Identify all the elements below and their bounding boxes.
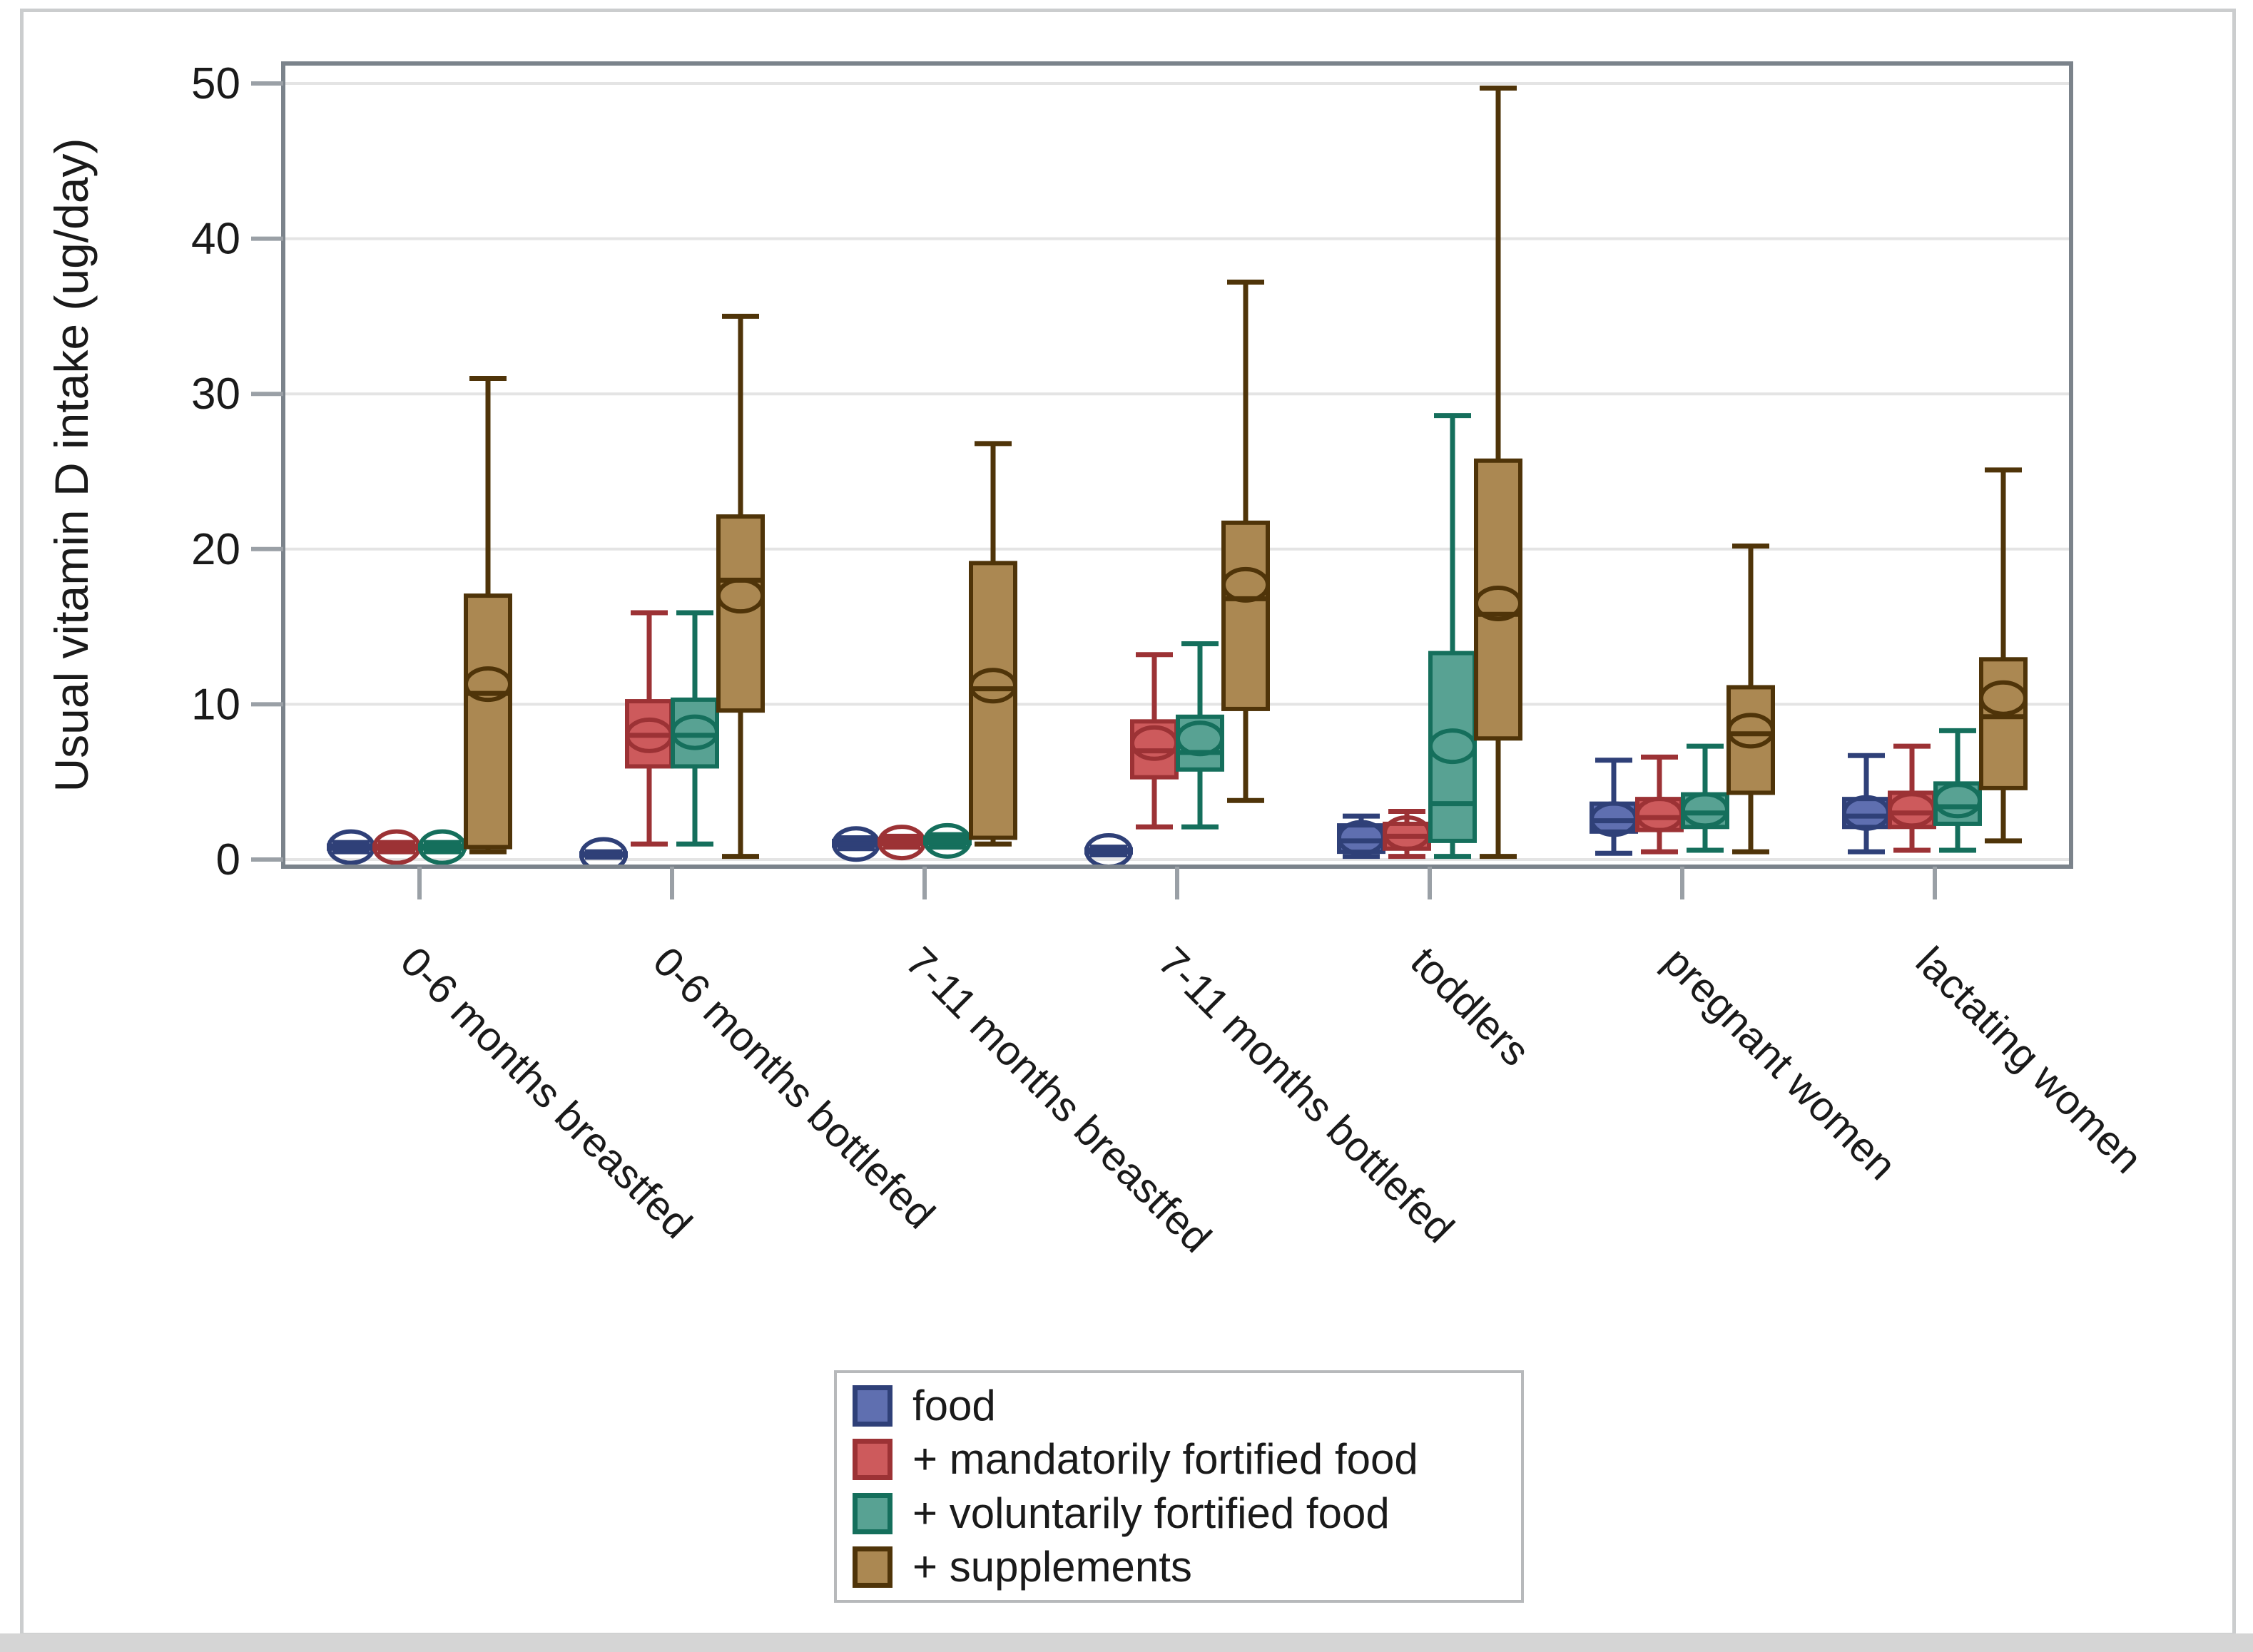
series-food xyxy=(327,753,1891,867)
y-tick-label-30: 30 xyxy=(191,369,240,419)
mean-marker xyxy=(1176,720,1224,757)
mean-marker xyxy=(671,714,719,750)
legend-item-mandatorily-fortified: + mandatorily fortified food xyxy=(853,1434,1521,1485)
legend-item-voluntarily-fortified: + voluntarily fortified food xyxy=(853,1488,1521,1539)
mean-marker xyxy=(1428,728,1477,765)
y-tick-label-50: 50 xyxy=(191,59,240,108)
legend-label: + mandatorily fortified food xyxy=(912,1435,1418,1484)
bottom-strip xyxy=(0,1633,2253,1652)
box-6 xyxy=(1842,753,1891,855)
box-series-layer xyxy=(327,86,2028,867)
box-5 xyxy=(1681,743,1729,853)
mean-marker xyxy=(716,578,765,614)
legend-label: + voluntarily fortified food xyxy=(912,1489,1390,1537)
mean-marker xyxy=(464,666,512,703)
legend-item-food: food xyxy=(853,1380,1521,1432)
mean-marker xyxy=(579,837,628,867)
box-1 xyxy=(625,610,673,847)
x-category-label-6: lactating women xyxy=(1907,938,2151,1182)
mean-marker xyxy=(1979,680,2028,716)
box-5 xyxy=(1635,754,1684,855)
y-tick-label-40: 40 xyxy=(191,215,240,264)
mean-marker xyxy=(1221,566,1270,603)
legend-swatch-mandatorily-fortified xyxy=(853,1439,892,1481)
y-axis: 0 10 20 30 40 50 xyxy=(191,59,283,884)
box-0 xyxy=(418,829,467,865)
iqr-box xyxy=(1428,651,1477,843)
legend-swatch-voluntarily-fortified xyxy=(853,1492,892,1534)
legend-swatch-food xyxy=(853,1385,892,1427)
iqr-box xyxy=(1979,657,2028,790)
box-6 xyxy=(1888,743,1936,853)
iqr-box xyxy=(1474,458,1522,741)
y-axis-title: Usual vitamin D intake (ug/day) xyxy=(45,138,98,792)
y-tick-label-20: 20 xyxy=(191,525,240,574)
box-4 xyxy=(1337,813,1385,860)
box-2 xyxy=(923,822,972,859)
box-1 xyxy=(671,610,719,847)
x-category-label-1: 0-6 months bottlefed xyxy=(644,938,944,1238)
legend-item-supplements: + supplements xyxy=(853,1541,1521,1593)
legend-label: + supplements xyxy=(912,1543,1192,1591)
iqr-box xyxy=(716,514,765,713)
gridlines xyxy=(283,82,2071,861)
mean-marker xyxy=(1933,782,1982,819)
x-category-label-0: 0-6 months breastfed xyxy=(392,938,701,1248)
box-6 xyxy=(1979,467,2028,844)
box-3 xyxy=(1130,652,1179,830)
x-category-label-5: pregnant women xyxy=(1654,938,1905,1188)
box-2 xyxy=(969,441,1017,847)
mean-marker xyxy=(969,668,1017,704)
iqr-box xyxy=(464,593,512,850)
iqr-box xyxy=(1221,520,1270,711)
box-1 xyxy=(716,313,765,860)
box-5 xyxy=(1726,543,1775,855)
box-4 xyxy=(1428,413,1477,860)
box-6 xyxy=(1933,728,1982,853)
x-category-label-4: toddlers xyxy=(1402,938,1539,1075)
box-0 xyxy=(372,829,421,865)
mean-marker xyxy=(1726,713,1775,749)
box-4 xyxy=(1383,809,1431,860)
mean-marker xyxy=(923,822,972,859)
box-3 xyxy=(1176,641,1224,830)
legend: food + mandatorily fortified food + volu… xyxy=(834,1370,1524,1603)
box-2 xyxy=(878,825,926,861)
mean-marker xyxy=(1681,792,1729,828)
y-tick-label-0: 0 xyxy=(216,835,240,884)
box-4 xyxy=(1474,86,1522,860)
box-0 xyxy=(464,375,512,855)
legend-label: food xyxy=(912,1381,996,1429)
box-3 xyxy=(1221,280,1270,803)
box-2 xyxy=(832,826,880,862)
mean-marker xyxy=(1474,585,1522,621)
box-3 xyxy=(1084,833,1133,867)
box-1 xyxy=(579,837,628,867)
box-0 xyxy=(327,829,375,865)
mean-marker xyxy=(1084,833,1133,867)
legend-swatch-supplements xyxy=(853,1546,892,1589)
box-5 xyxy=(1590,758,1638,856)
y-tick-label-10: 10 xyxy=(191,680,240,729)
series-supplements xyxy=(464,86,2028,860)
series-voluntarily-fortified-food xyxy=(418,413,1982,865)
